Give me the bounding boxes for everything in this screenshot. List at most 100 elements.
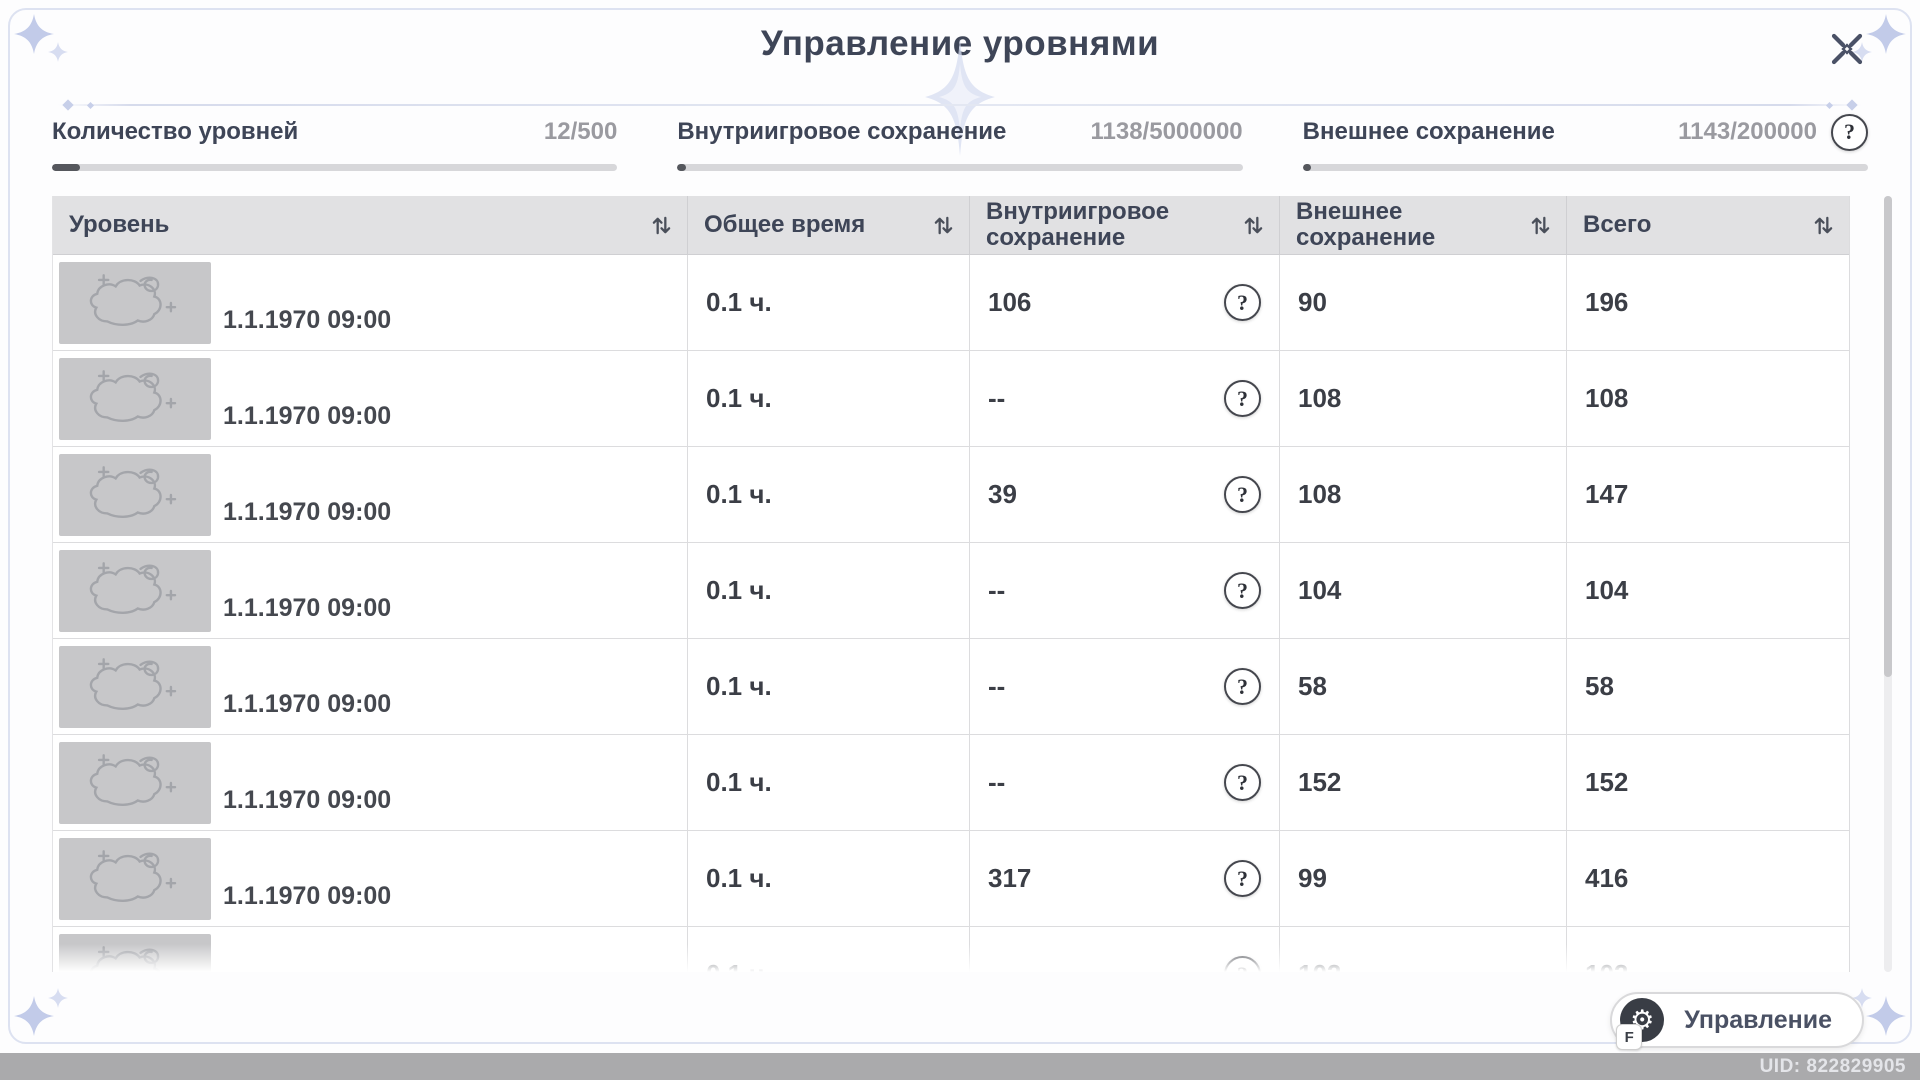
level-date: 1.1.1970 09:00 bbox=[223, 690, 392, 718]
sleeping-cloud-icon bbox=[89, 657, 177, 710]
ingame-save-cell: -- ? bbox=[970, 735, 1280, 830]
sleeping-cloud-icon bbox=[89, 465, 177, 518]
level-thumbnail bbox=[59, 453, 211, 536]
ingame-save-cell: -- ? bbox=[970, 351, 1280, 446]
stat-ingame-save: Внутриигровое сохранение 1138/5000000 bbox=[677, 112, 1243, 171]
table-row[interactable]: 1.1.1970 09:00 0.1 ч. -- ? 102 102 bbox=[53, 927, 1849, 972]
sort-icon[interactable] bbox=[932, 215, 955, 236]
sleeping-cloud-icon bbox=[89, 369, 177, 422]
help-button[interactable]: ? bbox=[1224, 572, 1261, 609]
level-cell: 1.1.1970 09:00 bbox=[53, 927, 688, 972]
stat-external-save: Внешнее сохранение 1143/200000 ? bbox=[1302, 112, 1868, 171]
table-row[interactable]: 1.1.1970 09:00 0.1 ч. -- ? 104 104 bbox=[53, 543, 1849, 639]
total-cell: 416 bbox=[1585, 863, 1629, 893]
total-cell: 58 bbox=[1585, 671, 1614, 701]
table-row[interactable]: 1.1.1970 09:00 0.1 ч. 106 ? 90 196 bbox=[53, 255, 1849, 351]
stat-label: Внутриигровое сохранение bbox=[677, 118, 1007, 145]
header-external-save: Внешнее сохранение bbox=[1280, 196, 1567, 254]
level-thumbnail bbox=[59, 837, 211, 920]
sort-icon[interactable] bbox=[1812, 215, 1835, 236]
level-cell: 1.1.1970 09:00 bbox=[53, 447, 688, 542]
table-row[interactable]: 1.1.1970 09:00 0.1 ч. 39 ? 108 147 bbox=[53, 447, 1849, 543]
sleeping-cloud-icon bbox=[89, 945, 161, 972]
uid-bar: UID: 822829905 bbox=[0, 1053, 1920, 1080]
sleeping-cloud-icon bbox=[89, 273, 177, 326]
level-thumbnail bbox=[59, 261, 211, 344]
time-cell: 0.1 ч. bbox=[688, 831, 970, 926]
level-date: 1.1.1970 09:00 bbox=[223, 498, 392, 526]
table-header: Уровень Общее время Внутриигровое сохран… bbox=[53, 196, 1849, 255]
external-save-cell: 102 bbox=[1280, 927, 1567, 972]
time-cell: 0.1 ч. bbox=[688, 927, 970, 972]
help-button[interactable]: ? bbox=[1224, 380, 1261, 417]
external-save-cell: 152 bbox=[1280, 735, 1567, 830]
level-cell: 1.1.1970 09:00 bbox=[53, 351, 688, 446]
ingame-save-cell: -- ? bbox=[970, 639, 1280, 734]
help-button[interactable]: ? bbox=[1224, 764, 1261, 801]
progress-bar bbox=[1302, 164, 1868, 171]
stat-level-count: Количество уровней 12/500 bbox=[52, 112, 618, 171]
header-total: Всего bbox=[1567, 196, 1849, 254]
level-date: 1.1.1970 09:00 bbox=[223, 402, 392, 430]
stat-value: 1143/200000 bbox=[1678, 118, 1817, 145]
help-button[interactable]: ? bbox=[1224, 284, 1261, 321]
external-save-cell: 58 bbox=[1280, 639, 1567, 734]
scrollbar-thumb[interactable] bbox=[1884, 196, 1892, 678]
sleeping-cloud-icon bbox=[89, 753, 177, 806]
header-total-time: Общее время bbox=[688, 196, 970, 254]
level-date: 1.1.1970 09:00 bbox=[223, 882, 392, 910]
total-cell: 108 bbox=[1585, 383, 1629, 413]
level-thumbnail bbox=[59, 645, 211, 728]
level-date: 1.1.1970 09:00 bbox=[223, 786, 392, 814]
total-cell: 196 bbox=[1585, 287, 1629, 317]
level-cell: 1.1.1970 09:00 bbox=[53, 639, 688, 734]
table-row[interactable]: 1.1.1970 09:00 0.1 ч. -- ? 58 58 bbox=[53, 639, 1849, 735]
help-button[interactable]: ? bbox=[1224, 476, 1261, 513]
key-hint-badge: F bbox=[1616, 1024, 1643, 1050]
ingame-save-cell: 39 ? bbox=[970, 447, 1280, 542]
table-row[interactable]: 1.1.1970 09:00 0.1 ч. 317 ? 99 416 bbox=[53, 831, 1849, 927]
close-button[interactable] bbox=[1824, 26, 1870, 72]
sort-icon[interactable] bbox=[1242, 215, 1265, 236]
level-cell: 1.1.1970 09:00 bbox=[53, 543, 688, 638]
time-cell: 0.1 ч. bbox=[688, 447, 970, 542]
level-date: 1.1.1970 09:00 bbox=[223, 594, 392, 622]
page-title: Управление уровнями bbox=[760, 24, 1160, 63]
total-cell: 147 bbox=[1585, 479, 1629, 509]
close-x-icon bbox=[1831, 33, 1863, 65]
help-button[interactable]: ? bbox=[1224, 860, 1261, 897]
header-ingame-save: Внутриигровое сохранение bbox=[970, 196, 1280, 254]
external-save-cell: 104 bbox=[1280, 543, 1567, 638]
sleeping-cloud-icon bbox=[89, 561, 177, 614]
level-thumbnail bbox=[59, 741, 211, 824]
total-cell: 102 bbox=[1567, 927, 1849, 972]
level-cell: 1.1.1970 09:00 bbox=[53, 255, 688, 350]
stats-row: Количество уровней 12/500 Внутриигровое … bbox=[52, 112, 1868, 171]
time-cell: 0.1 ч. bbox=[688, 735, 970, 830]
help-button[interactable]: ? bbox=[1830, 113, 1868, 151]
ingame-save-cell: 106 ? bbox=[970, 255, 1280, 350]
ingame-save-cell: -- ? bbox=[970, 927, 1280, 972]
level-cell: 1.1.1970 09:00 bbox=[53, 831, 688, 926]
uid-text: UID: 822829905 bbox=[1759, 1055, 1906, 1077]
help-button[interactable]: ? bbox=[1224, 668, 1261, 705]
time-cell: 0.1 ч. bbox=[688, 543, 970, 638]
sort-icon[interactable] bbox=[650, 215, 673, 236]
total-cell: 152 bbox=[1585, 767, 1629, 797]
progress-bar bbox=[677, 164, 1243, 171]
ingame-save-cell: -- ? bbox=[970, 543, 1280, 638]
external-save-cell: 108 bbox=[1280, 351, 1567, 446]
stat-value: 1138/5000000 bbox=[1090, 118, 1243, 145]
scrollbar-track[interactable] bbox=[1884, 196, 1892, 972]
help-button[interactable]: ? bbox=[1224, 956, 1261, 972]
stat-value: 12/500 bbox=[543, 118, 618, 145]
manage-button-label: Управление bbox=[1684, 1005, 1832, 1034]
table-row[interactable]: 1.1.1970 09:00 0.1 ч. -- ? 152 152 bbox=[53, 735, 1849, 831]
table-row[interactable]: 1.1.1970 09:00 0.1 ч. -- ? 108 108 bbox=[53, 351, 1849, 447]
manage-button[interactable]: ⚙ F Управление bbox=[1610, 992, 1864, 1050]
level-cell: 1.1.1970 09:00 bbox=[53, 735, 688, 830]
time-cell: 0.1 ч. bbox=[688, 351, 970, 446]
sort-icon[interactable] bbox=[1529, 215, 1552, 236]
stat-label: Количество уровней bbox=[52, 118, 299, 145]
